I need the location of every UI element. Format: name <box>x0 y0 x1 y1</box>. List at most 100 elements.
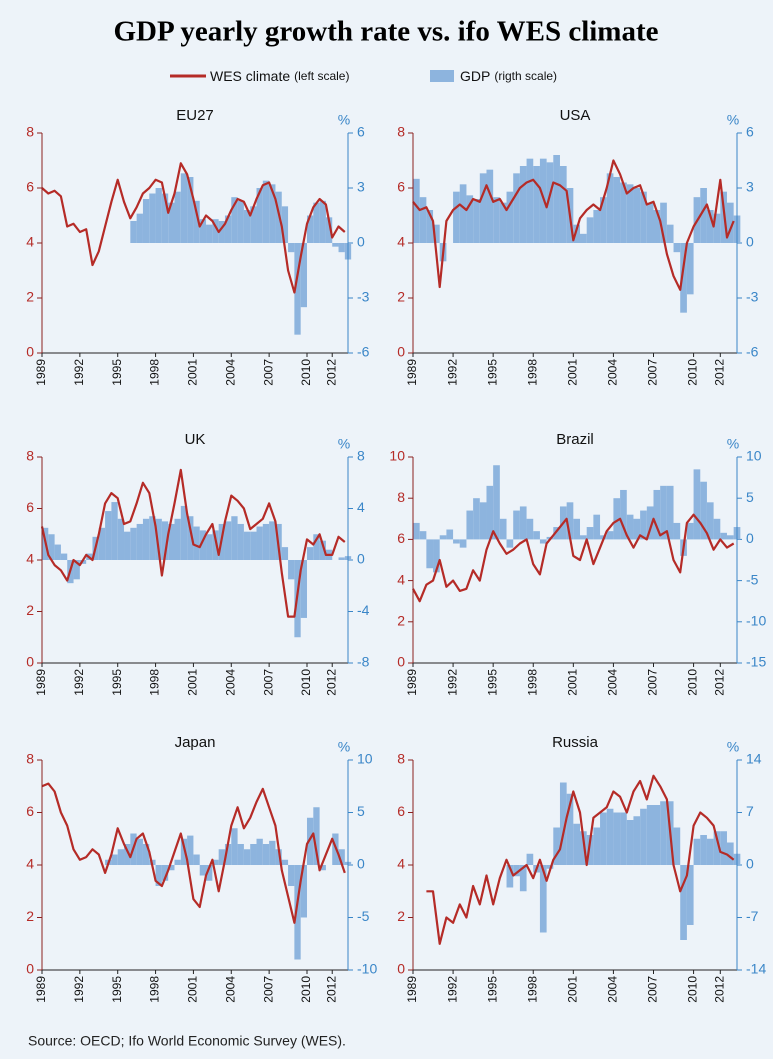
gdp-bar <box>300 560 307 618</box>
y2-tick-label: 6 <box>357 124 365 140</box>
figure-title: GDP yearly growth rate vs. ifo WES clima… <box>113 16 658 48</box>
gdp-bar <box>136 213 143 243</box>
gdp-bar <box>48 534 55 560</box>
gdp-bar <box>136 838 143 865</box>
gdp-bar <box>600 197 607 243</box>
gdp-bar <box>586 217 594 243</box>
x-tick-label: 2010 <box>299 359 313 386</box>
x-tick-label: 1992 <box>445 359 459 386</box>
gdp-bar <box>680 243 687 313</box>
gdp-bar <box>155 188 162 243</box>
gdp-bar <box>300 243 307 308</box>
x-tick-label: 1995 <box>110 976 124 1003</box>
gdp-bar <box>250 844 257 865</box>
y2-tick-label: 4 <box>357 499 365 515</box>
x-tick-label: 1989 <box>34 359 48 386</box>
gdp-bar <box>275 849 282 865</box>
gdp-bar <box>580 831 587 865</box>
y2-tick-label: 3 <box>746 179 754 195</box>
y2-tick-label: -6 <box>357 344 370 360</box>
x-tick-label: 1995 <box>110 669 124 696</box>
gdp-bar <box>486 485 494 540</box>
gdp-bar <box>111 502 118 560</box>
x-tick-label: 2001 <box>186 976 200 1003</box>
gdp-bar <box>620 182 627 243</box>
x-tick-label: 2007 <box>646 359 660 386</box>
gdp-bar <box>513 865 520 877</box>
gdp-bar <box>479 502 487 540</box>
gdp-bar <box>237 844 244 865</box>
legend-label: GDP (rigth scale) <box>460 68 557 84</box>
x-tick-label: 1989 <box>405 976 419 1003</box>
gdp-bar <box>187 835 194 865</box>
gdp-bar <box>439 535 447 540</box>
x-tick-label: 2001 <box>186 669 200 696</box>
gdp-bar <box>206 534 213 560</box>
y-tick-label: 6 <box>26 499 34 515</box>
gdp-bar <box>553 827 560 865</box>
gdp-bar <box>250 206 257 243</box>
gdp-bar <box>243 849 251 865</box>
gdp-bar <box>224 215 232 243</box>
legend-label: WES climate (left scale) <box>210 68 349 84</box>
gdp-bar <box>646 506 654 540</box>
gdp-bar <box>269 521 276 560</box>
gdp-bar <box>686 522 694 540</box>
gdp-bar <box>288 865 295 886</box>
y2-unit: % <box>727 436 739 452</box>
y2-tick-label: -3 <box>357 289 370 305</box>
gdp-bar <box>262 180 270 243</box>
y-tick-label: 0 <box>397 344 405 360</box>
x-tick-label: 2012 <box>324 669 338 696</box>
gdp-bar <box>700 835 707 865</box>
y-tick-label: 0 <box>26 344 34 360</box>
gdp-bar <box>680 865 687 940</box>
y-tick-label: 4 <box>397 234 405 250</box>
gdp-bar <box>98 527 106 560</box>
gdp-bar <box>262 523 270 560</box>
y2-tick-label: 10 <box>357 751 373 767</box>
gdp-bar <box>193 200 200 243</box>
y-tick-label: 6 <box>397 179 405 195</box>
gdp-bar <box>142 518 150 560</box>
y2-tick-label: -10 <box>357 961 377 977</box>
y-tick-label: 2 <box>26 289 34 305</box>
gdp-bar <box>653 805 661 865</box>
gdp-bar <box>573 518 581 540</box>
gdp-bar <box>187 516 194 560</box>
gdp-bar <box>626 820 634 865</box>
gdp-bar <box>580 535 587 540</box>
gdp-bar <box>720 831 727 865</box>
gdp-bar <box>199 219 207 243</box>
gdp-bar <box>117 518 125 560</box>
y-tick-label: 0 <box>397 961 405 977</box>
x-tick-label: 2001 <box>566 359 580 386</box>
x-tick-label: 1989 <box>405 669 419 696</box>
x-tick-label: 2007 <box>646 669 660 696</box>
x-tick-label: 1992 <box>445 976 459 1003</box>
gdp-bar <box>519 865 527 892</box>
y-tick-label: 4 <box>26 551 34 567</box>
gdp-bar <box>713 518 721 540</box>
gdp-bar <box>586 835 594 865</box>
gdp-bar <box>212 859 219 865</box>
gdp-bar <box>513 173 520 243</box>
gdp-bar <box>168 523 175 560</box>
gdp-bar <box>256 838 263 865</box>
gdp-bar <box>513 510 520 540</box>
gdp-bar <box>613 177 621 243</box>
x-tick-label: 1998 <box>525 669 539 696</box>
x-tick-label: 2004 <box>606 976 620 1003</box>
panel-title: Brazil <box>556 431 594 448</box>
gdp-bar <box>281 859 289 865</box>
gdp-bar <box>168 865 175 871</box>
gdp-bar <box>539 865 547 933</box>
gdp-bar <box>426 539 434 569</box>
x-tick-label: 2001 <box>566 976 580 1003</box>
gdp-bar <box>426 210 434 243</box>
gdp-bar <box>653 489 661 540</box>
x-tick-label: 2004 <box>223 669 237 696</box>
gdp-bar <box>459 539 467 548</box>
gdp-bar <box>499 202 507 243</box>
x-tick-label: 1995 <box>485 669 499 696</box>
